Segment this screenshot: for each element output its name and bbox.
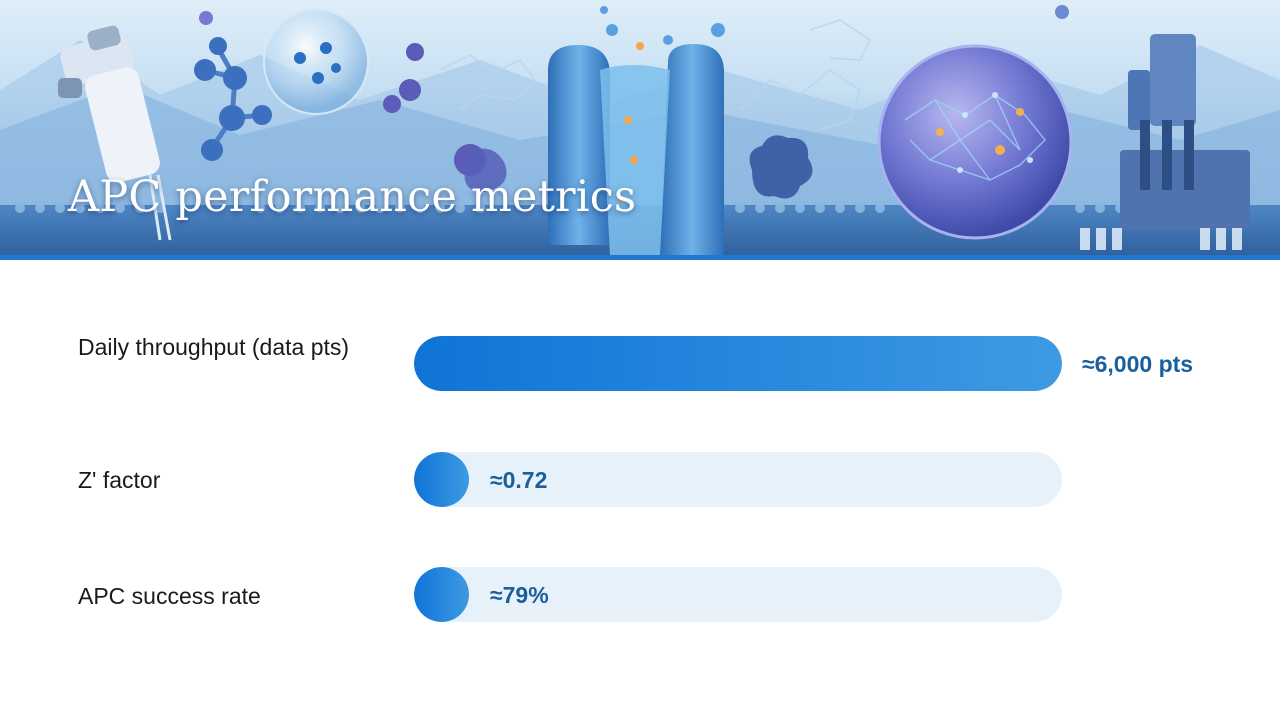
bar-track-success-rate	[414, 567, 1062, 622]
header-banner: APC performance metrics	[0, 0, 1280, 258]
lab-illustration	[0, 5, 1280, 258]
bar-track-throughput	[414, 336, 1062, 391]
bar-value-success-rate: ≈79%	[490, 582, 549, 608]
header-divider	[0, 255, 1280, 260]
bar-success-rate	[414, 567, 469, 622]
bar-track-z-factor	[414, 452, 1062, 507]
bar-z-factor	[414, 452, 469, 507]
metric-label-throughput: Daily throughput (data pts)	[78, 334, 350, 360]
metric-label-z-factor: Z' factor	[78, 467, 161, 493]
metric-label-success-rate: APC success rate	[78, 583, 261, 609]
bar-value-z-factor: ≈0.72	[490, 467, 548, 493]
slide-title: APC performance metrics	[68, 172, 637, 222]
bar-value-throughput: ≈6,000 pts	[1082, 351, 1194, 377]
bar-throughput	[414, 336, 1062, 391]
